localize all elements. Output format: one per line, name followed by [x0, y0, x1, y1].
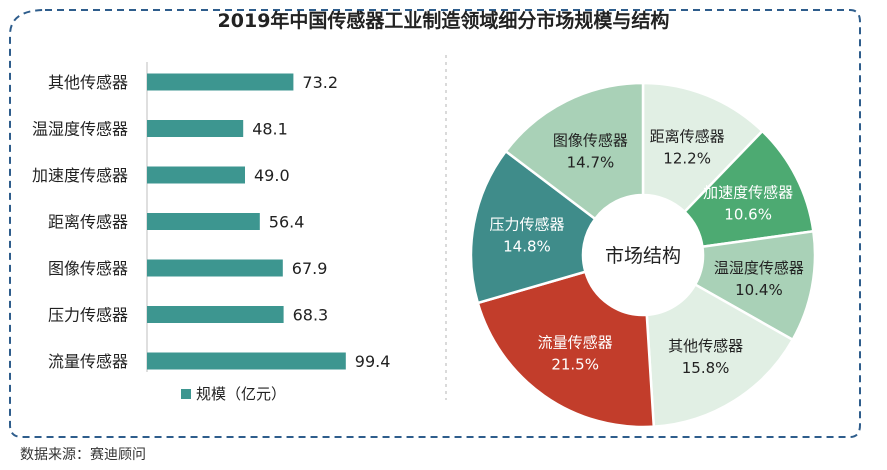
bar-chart: 其他传感器 73.2 温湿度传感器 48.1 加速度传感器 49.0 距离传感器 56.4 图像…	[32, 62, 391, 403]
bar-value-label: 67.9	[292, 259, 328, 278]
donut-slice	[469, 149, 597, 305]
slice-value-label: 14.8%	[503, 238, 551, 256]
slice-value-label: 14.7%	[567, 153, 615, 171]
category-label: 流量传感器	[48, 352, 128, 371]
slice-label: 距离传感器	[650, 128, 725, 146]
bar-value-label: 73.2	[302, 73, 338, 92]
bar	[147, 73, 294, 91]
donut-slice	[645, 282, 795, 428]
slice-label: 其他传感器	[668, 337, 743, 355]
bar	[147, 120, 244, 137]
page-title: 2019年中国传感器工业制造领域细分市场规模与结构	[217, 10, 670, 32]
donut-slice	[641, 81, 765, 214]
bar-value-label: 99.4	[355, 352, 391, 371]
slice-label: 图像传感器	[553, 131, 628, 149]
category-label: 压力传感器	[48, 306, 128, 325]
category-label: 加速度传感器	[32, 166, 128, 185]
bar	[147, 166, 245, 184]
slice-value-label: 12.2%	[663, 150, 711, 168]
category-label: 温湿度传感器	[32, 120, 128, 139]
bar	[147, 352, 346, 370]
slice-value-label: 15.8%	[682, 359, 730, 377]
legend-label: 规模（亿元）	[196, 385, 286, 403]
slice-label: 加速度传感器	[703, 183, 793, 201]
slice-value-label: 21.5%	[551, 356, 599, 374]
slice-value-label: 10.6%	[724, 205, 772, 223]
donut-hole	[584, 196, 702, 314]
data-source: 数据来源：赛迪顾问	[20, 447, 146, 463]
slice-value-label: 10.4%	[735, 281, 783, 299]
slice-label: 流量传感器	[538, 334, 613, 352]
bar-value-label: 56.4	[269, 213, 305, 232]
slice-label: 温湿度传感器	[714, 259, 804, 277]
category-label: 图像传感器	[48, 259, 128, 278]
category-label: 其他传感器	[48, 73, 128, 92]
bar	[147, 213, 260, 230]
slice-label: 压力传感器	[489, 216, 564, 234]
donut-slice	[504, 81, 645, 221]
category-label: 距离传感器	[48, 213, 128, 232]
bar	[147, 259, 283, 277]
bar-value-label: 49.0	[254, 166, 290, 185]
legend-swatch	[181, 389, 191, 399]
bar	[147, 306, 284, 323]
bar-value-label: 68.3	[293, 306, 329, 325]
donut-center-label: 市场结构	[605, 245, 681, 267]
bar-value-label: 48.1	[252, 120, 288, 139]
donut-slice	[476, 270, 656, 429]
